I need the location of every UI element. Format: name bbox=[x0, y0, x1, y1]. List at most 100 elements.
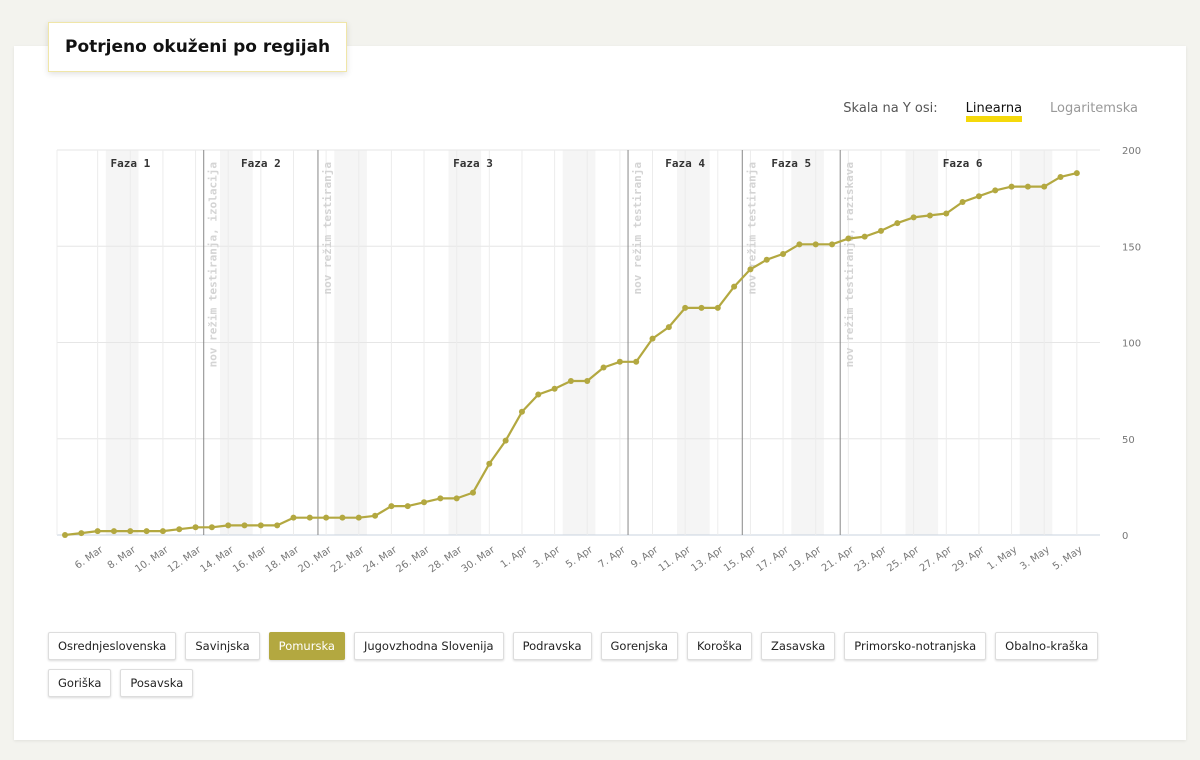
phase-label: Faza 3 bbox=[453, 157, 493, 170]
data-point bbox=[421, 499, 428, 506]
phase-label: Faza 2 bbox=[241, 157, 281, 170]
data-point bbox=[551, 385, 558, 392]
data-point bbox=[1024, 183, 1031, 190]
x-tick-label: 21. Apr bbox=[820, 544, 857, 574]
data-point bbox=[78, 530, 85, 537]
region-button[interactable]: Jugovzhodna Slovenija bbox=[353, 632, 504, 660]
y-tick-label: 50 bbox=[1122, 435, 1135, 446]
x-tick-label: 15. Apr bbox=[722, 544, 759, 574]
data-point bbox=[208, 524, 215, 531]
x-tick-label: 17. Apr bbox=[755, 544, 792, 574]
data-point bbox=[910, 214, 917, 221]
data-point bbox=[225, 522, 232, 529]
region-button[interactable]: Pomurska bbox=[268, 632, 345, 660]
data-point bbox=[1041, 183, 1048, 190]
data-point bbox=[127, 528, 134, 535]
annotation-label: nov režim testiranja, raziskava bbox=[843, 162, 856, 367]
data-point bbox=[306, 514, 313, 521]
annotation-label: nov režim testiranja, izolacija bbox=[207, 162, 220, 367]
data-point bbox=[780, 250, 787, 257]
region-button[interactable]: Gorenjska bbox=[600, 632, 678, 660]
data-point bbox=[470, 489, 476, 496]
data-point bbox=[861, 233, 868, 240]
data-point bbox=[372, 512, 379, 519]
x-tick-label: 1. May bbox=[986, 544, 1020, 572]
x-tick-label: 20. Mar bbox=[296, 544, 334, 575]
y-tick-label: 100 bbox=[1122, 339, 1141, 350]
data-point bbox=[894, 220, 901, 227]
scale-option-log[interactable]: Logaritemska bbox=[1050, 101, 1138, 116]
y-tick-label: 0 bbox=[1122, 531, 1128, 542]
region-button[interactable]: Zasavska bbox=[761, 632, 836, 660]
chart-card bbox=[14, 46, 1186, 740]
data-point bbox=[698, 304, 705, 311]
data-point bbox=[535, 391, 542, 398]
x-tick-label: 14. Mar bbox=[199, 544, 237, 575]
x-tick-label: 3. Apr bbox=[531, 544, 563, 571]
region-button[interactable]: Savinjska bbox=[185, 632, 260, 660]
x-tick-label: 28. Mar bbox=[427, 544, 465, 575]
data-point bbox=[829, 241, 836, 248]
data-point bbox=[274, 522, 281, 529]
data-point bbox=[796, 241, 803, 248]
region-button[interactable]: Posavska bbox=[120, 669, 194, 697]
data-point bbox=[437, 495, 444, 502]
data-point bbox=[682, 304, 689, 311]
data-point bbox=[290, 514, 297, 521]
data-point bbox=[975, 193, 982, 200]
data-point bbox=[747, 266, 754, 273]
x-tick-label: 30. Mar bbox=[460, 544, 498, 575]
data-point bbox=[584, 378, 591, 384]
data-point bbox=[404, 503, 411, 510]
region-button[interactable]: Primorsko-notranjska bbox=[844, 632, 987, 660]
x-tick-label: 27. Apr bbox=[918, 544, 955, 574]
region-button[interactable]: Koroška bbox=[687, 632, 753, 660]
data-point bbox=[714, 304, 721, 311]
x-tick-label: 7. Apr bbox=[597, 544, 629, 571]
data-point bbox=[388, 503, 395, 510]
region-button[interactable]: Podravska bbox=[512, 632, 592, 660]
x-tick-label: 6. Mar bbox=[73, 544, 106, 572]
region-button[interactable]: Osrednjeslovenska bbox=[48, 632, 177, 660]
data-point bbox=[355, 514, 362, 521]
data-point bbox=[159, 528, 166, 535]
x-tick-label: 16. Mar bbox=[231, 544, 269, 575]
data-point bbox=[176, 526, 183, 533]
data-point bbox=[323, 514, 330, 521]
data-point bbox=[959, 198, 966, 205]
x-tick-label: 24. Mar bbox=[362, 544, 400, 575]
x-tick-label: 12. Mar bbox=[166, 544, 204, 575]
x-tick-label: 29. Apr bbox=[951, 544, 988, 574]
region-button[interactable]: Goriška bbox=[48, 669, 112, 697]
x-tick-label: 1. Apr bbox=[499, 544, 531, 571]
annotation-label: nov režim testiranja bbox=[321, 162, 334, 294]
region-button[interactable]: Obalno-kraška bbox=[995, 632, 1099, 660]
scale-label: Skala na Y osi: bbox=[843, 101, 938, 116]
y-tick-label: 150 bbox=[1122, 242, 1141, 253]
data-point bbox=[845, 235, 852, 242]
data-point bbox=[992, 187, 999, 194]
x-tick-label: 3. May bbox=[1018, 544, 1052, 572]
data-point bbox=[616, 358, 623, 365]
x-tick-label: 5. Apr bbox=[564, 544, 596, 571]
data-point bbox=[567, 378, 574, 384]
data-point bbox=[257, 522, 264, 529]
phase-label: Faza 5 bbox=[771, 157, 811, 170]
data-point bbox=[600, 364, 607, 371]
data-point bbox=[1073, 170, 1080, 177]
scale-option-linear[interactable]: Linearna bbox=[965, 101, 1023, 122]
data-point bbox=[943, 210, 950, 217]
y-tick-label: 200 bbox=[1122, 146, 1141, 157]
chart-title: Potrjeno okuženi po regijah bbox=[48, 22, 348, 72]
x-tick-label: 26. Mar bbox=[394, 544, 432, 575]
x-tick-label: 25. Apr bbox=[885, 544, 922, 574]
x-tick-label: 10. Mar bbox=[133, 544, 171, 575]
data-point bbox=[486, 460, 493, 467]
x-tick-label: 18. Mar bbox=[264, 544, 302, 575]
data-point bbox=[1057, 173, 1064, 180]
data-point bbox=[812, 241, 819, 248]
y-scale-switch: Skala na Y osi: Linearna Logaritemska bbox=[843, 101, 1138, 122]
data-point bbox=[241, 522, 248, 529]
x-tick-label: 5. May bbox=[1051, 544, 1085, 572]
